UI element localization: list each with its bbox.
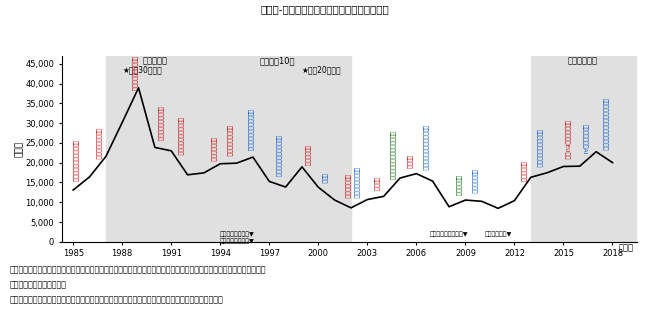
Text: インターネット: インターネット (209, 137, 215, 161)
Text: 図表４-３　日経平均株価と主な流行語の推移: 図表４-３ 日経平均株価と主な流行語の推移 (261, 5, 389, 15)
Text: ビットコイン: ビットコイン (454, 175, 460, 196)
Text: ドード・一茶命・貸し出り: ドード・一茶命・貸し出り (247, 109, 252, 151)
Text: 連（緑色）を抽出。: 連（緑色）を抽出。 (10, 281, 67, 290)
Text: スパム・ソーシャルメディア: スパム・ソーシャルメディア (422, 125, 427, 170)
Text: 節約スタイリッシュ: 節約スタイリッシュ (226, 125, 231, 156)
Text: 地下鉄サリン事件▼: 地下鉄サリン事件▼ (219, 238, 254, 244)
Text: リーマン・ショック▼: リーマン・ショック▼ (430, 232, 468, 237)
Text: 失われた10年: 失われた10年 (260, 57, 295, 66)
Text: 年収３００万円: 年収３００万円 (343, 174, 349, 198)
Bar (106, 56, 204, 242)
Bar (531, 56, 637, 242)
Text: 阪神・淡路大震災▼: 阪神・淡路大震災▼ (219, 232, 254, 237)
Text: ★今年20歳誕生: ★今年20歳誕生 (302, 65, 342, 74)
Text: 価格破壊・証券永久調整: 価格破壊・証券永久調整 (177, 117, 182, 156)
Text: インバウンド・ドローン: インバウンド・ドローン (536, 129, 541, 168)
Text: （資料）日本経済新聞社「日経プロフィル」および自由国民社「ユーキャン・流行語大賞」より作成: （資料）日本経済新聞社「日経プロフィル」および自由国民社「ユーキャン・流行語大賞… (10, 295, 224, 304)
Text: トランプ投資・EU離脱: トランプ投資・EU離脱 (564, 120, 569, 159)
Y-axis label: （円）: （円） (15, 141, 23, 157)
Text: バブル景気: バブル景気 (142, 57, 168, 66)
Text: プレミアムフライデー・ワンオペ: プレミアムフライデー・ワンオペ (601, 98, 607, 150)
Text: カード破産・複合不況: カード破産・複合不況 (157, 106, 162, 141)
Text: フラッシュ・会計士: フラッシュ・会計士 (353, 167, 359, 198)
Text: インスタ映え・AI: インスタ映え・AI (582, 124, 588, 155)
Text: マイナス金利: マイナス金利 (520, 161, 525, 182)
Text: アラフォー・ネットカフェ難民: アラフォー・ネットカフェ難民 (389, 131, 395, 180)
Text: 貸し渋り・ブロードバンド: 貸し渋り・ブロードバンド (275, 135, 280, 177)
Text: ブログ: ブログ (320, 174, 326, 184)
Text: １５０円台・アークヒルズ: １５０円台・アークヒルズ (72, 140, 77, 182)
Text: 朝日があるさ: 朝日があるさ (304, 145, 309, 166)
Text: 格差社会: 格差社会 (372, 177, 378, 191)
Text: スマートフォン: スマートフォン (471, 169, 476, 193)
Text: バブル経済・複合不況: バブル経済・複合不況 (131, 56, 136, 91)
Text: ２４時間タタカスカ: ２４時間タタカスカ (95, 128, 101, 160)
Bar (204, 56, 351, 242)
Text: （注）流行語は流行語大賞にノミネートされたものから、経済関連（赤字）や情報技術関連（青字）、ライフスタイル関: （注）流行語は流行語大賞にノミネートされたものから、経済関連（赤字）や情報技術関… (10, 265, 266, 274)
Text: アベノミクス: アベノミクス (568, 57, 598, 66)
Text: 年金問題: 年金問題 (406, 155, 411, 169)
Text: 東日本大震災▼: 東日本大震災▼ (484, 232, 512, 237)
Text: ★今年30歳誕生: ★今年30歳誕生 (122, 65, 162, 74)
Text: （年）: （年） (619, 243, 634, 252)
